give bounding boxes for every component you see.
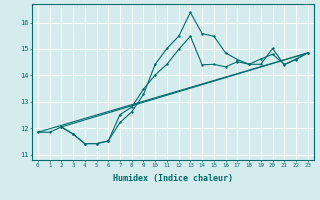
X-axis label: Humidex (Indice chaleur): Humidex (Indice chaleur) — [113, 174, 233, 183]
